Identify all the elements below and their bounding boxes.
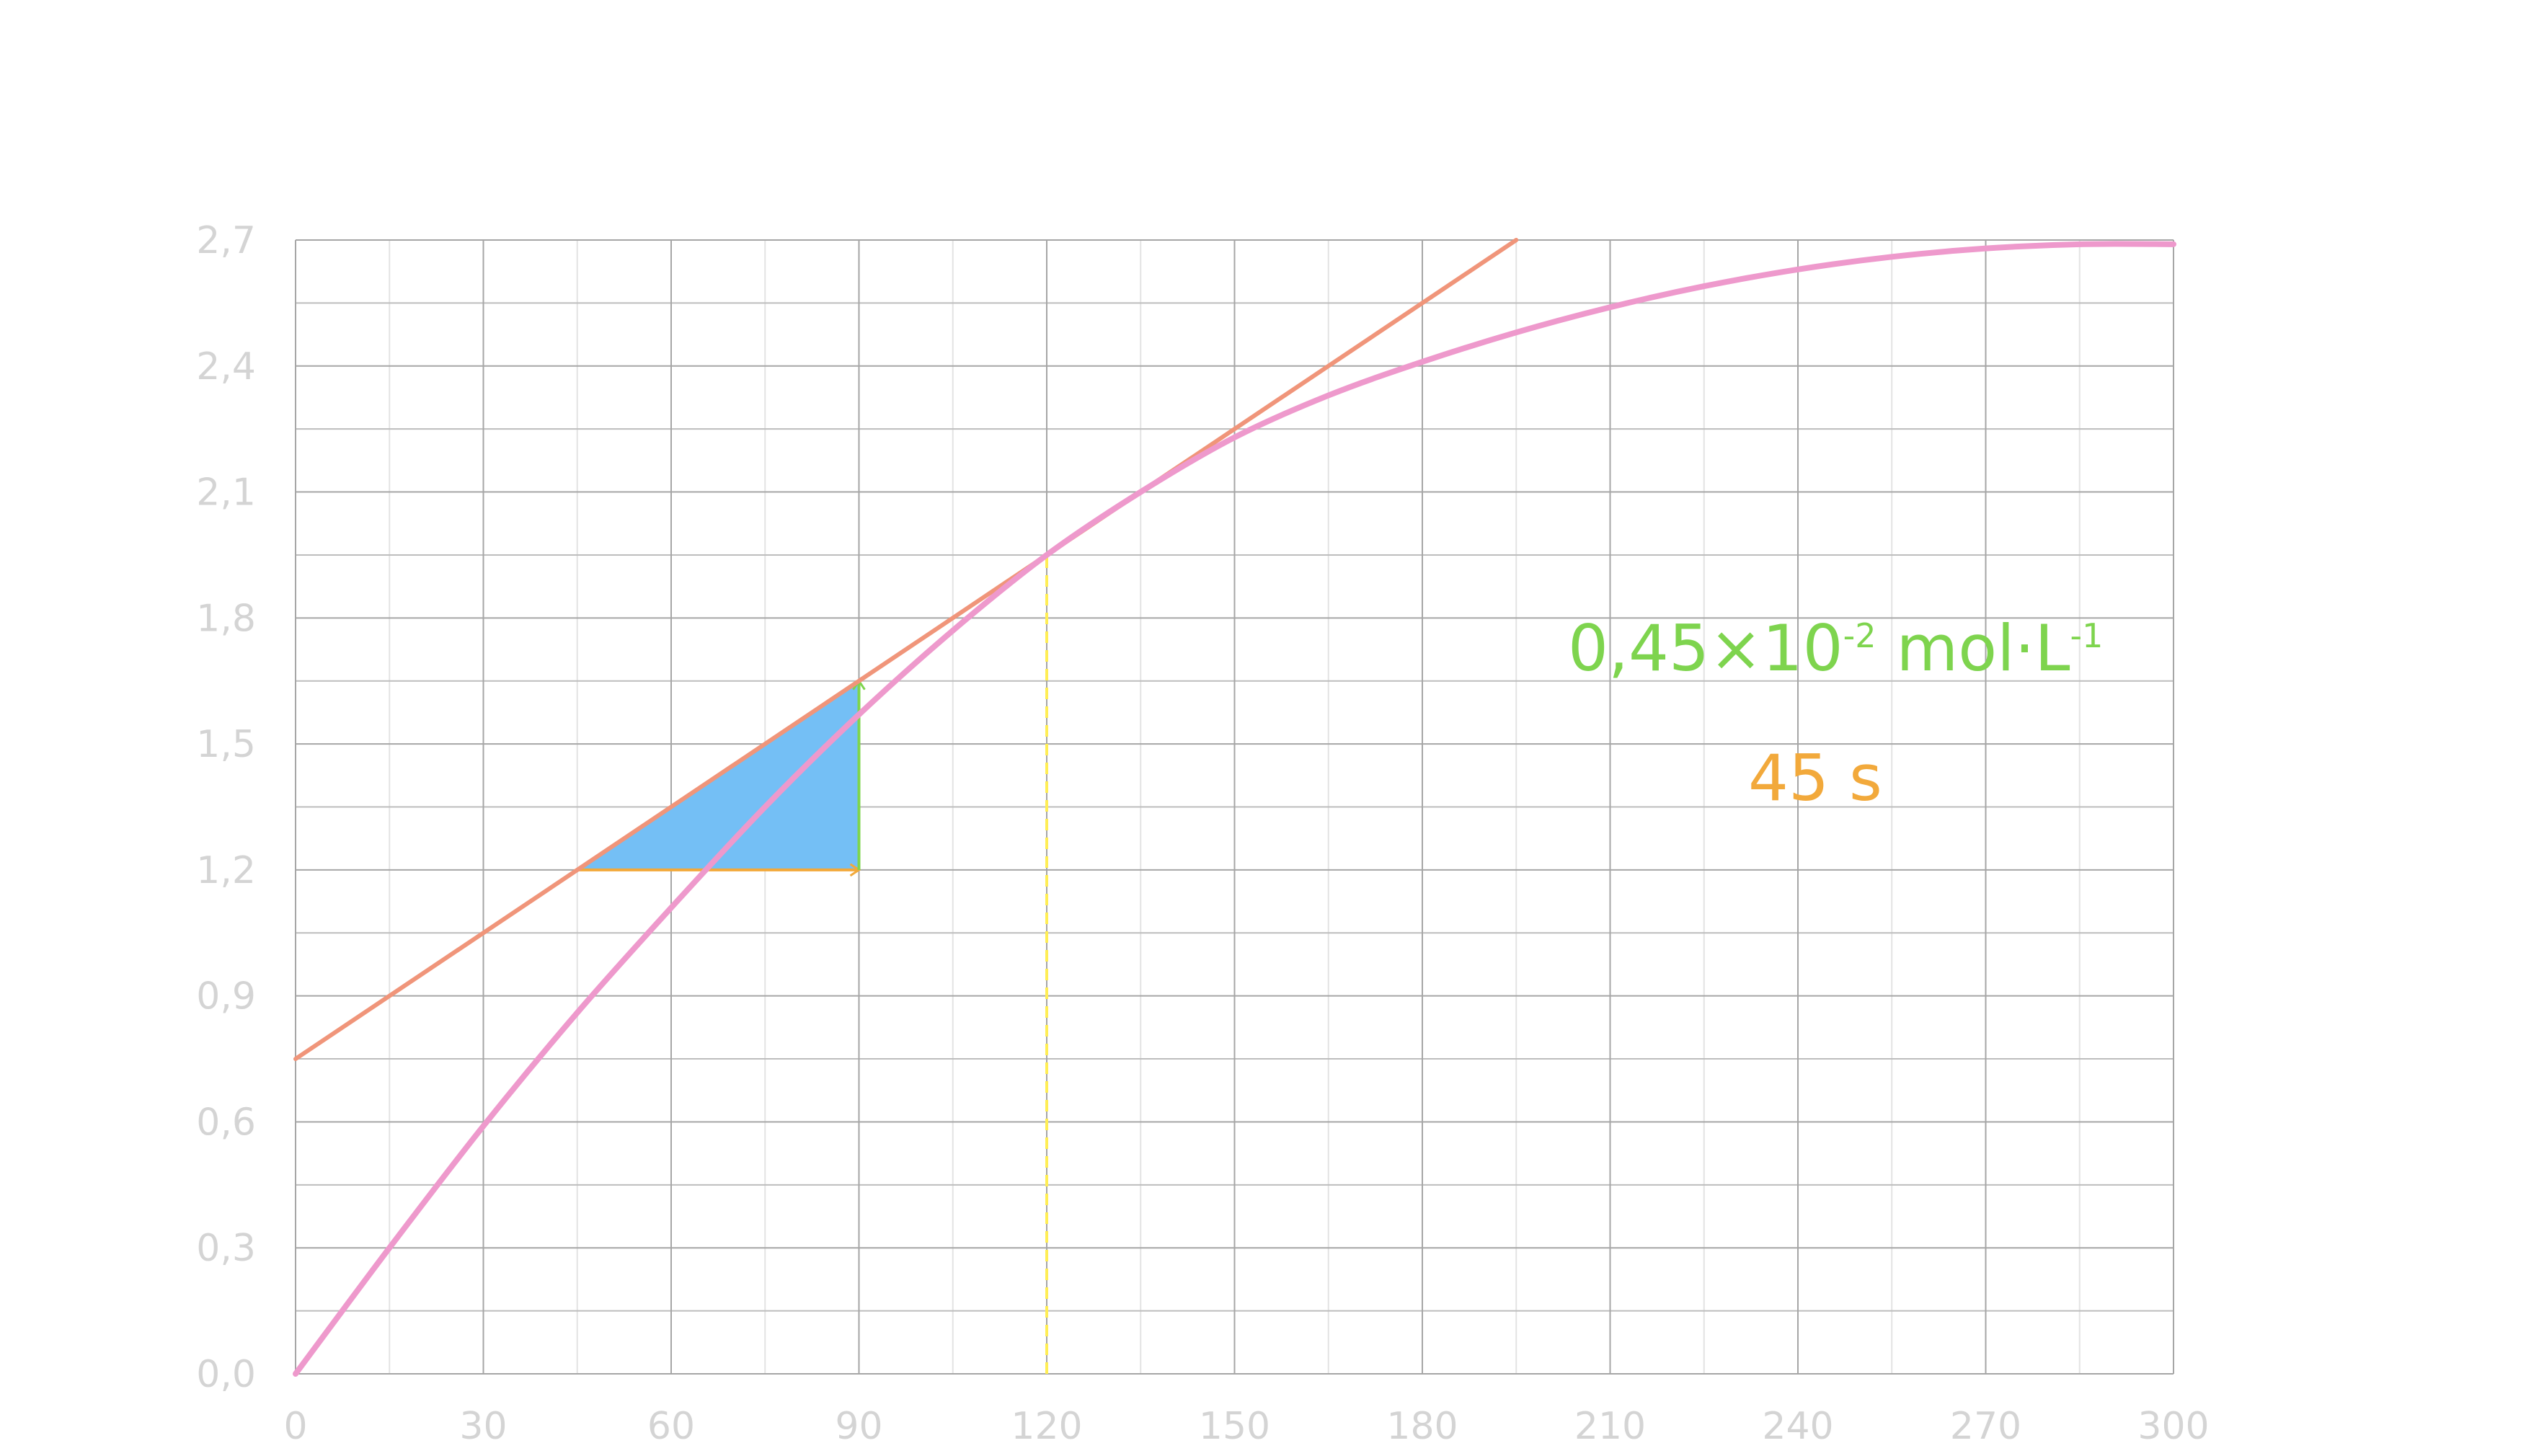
y-tick-label: 0,6 [196, 1101, 256, 1144]
x-tick-label: 120 [1011, 1405, 1082, 1448]
y-tick-label: 2,1 [196, 471, 256, 515]
y-tick-labels: 0,0 0,3 0,6 0,9 1,2 1,5 1,8 2,1 2,4 2,7 [196, 219, 256, 1396]
x-tick-label: 90 [835, 1405, 882, 1448]
series-line-0 [293, 241, 2176, 1377]
y-tick-label: 0,0 [196, 1353, 256, 1396]
annotation-rise-unit: mol·L [1876, 611, 2070, 685]
y-tick-label: 0,9 [196, 975, 256, 1018]
tangent-line-group [293, 238, 1519, 1062]
x-tick-label: 0 [283, 1405, 307, 1448]
y-tick-label: 1,5 [196, 723, 256, 766]
grid-major [295, 239, 2174, 1375]
x-tick-label: 270 [1950, 1405, 2021, 1448]
tangent-line [293, 238, 1519, 1062]
y-tick-label: 0,3 [196, 1227, 256, 1270]
annotation-rise: 0,45×10-2 mol·L-1 [1568, 611, 2103, 685]
x-tick-label: 300 [2137, 1405, 2209, 1448]
annotation-rise-base: 0,45×10 [1568, 611, 1843, 685]
y-tick-label: 2,7 [196, 219, 256, 262]
y-tick-label: 1,8 [196, 597, 256, 640]
x-tick-label: 150 [1199, 1405, 1270, 1448]
x-tick-label: 210 [1574, 1405, 1646, 1448]
y-tick-label: 2,4 [196, 345, 256, 389]
slope-triangle-group [577, 679, 866, 877]
annotation-rise-exp1: -2 [1843, 616, 1876, 655]
series-group [293, 241, 2176, 1377]
annotation-run: 45 s [1748, 741, 1882, 815]
x-tick-labels: 0 30 60 90 120 150 180 210 240 270 300 [283, 1405, 2209, 1448]
x-tick-label: 240 [1762, 1405, 1833, 1448]
x-tick-label: 30 [459, 1405, 507, 1448]
x-tick-label: 60 [647, 1405, 695, 1448]
annotation-rise-exp2: -1 [2070, 616, 2104, 655]
x-tick-label: 180 [1386, 1405, 1458, 1448]
y-tick-label: 1,2 [196, 849, 256, 892]
